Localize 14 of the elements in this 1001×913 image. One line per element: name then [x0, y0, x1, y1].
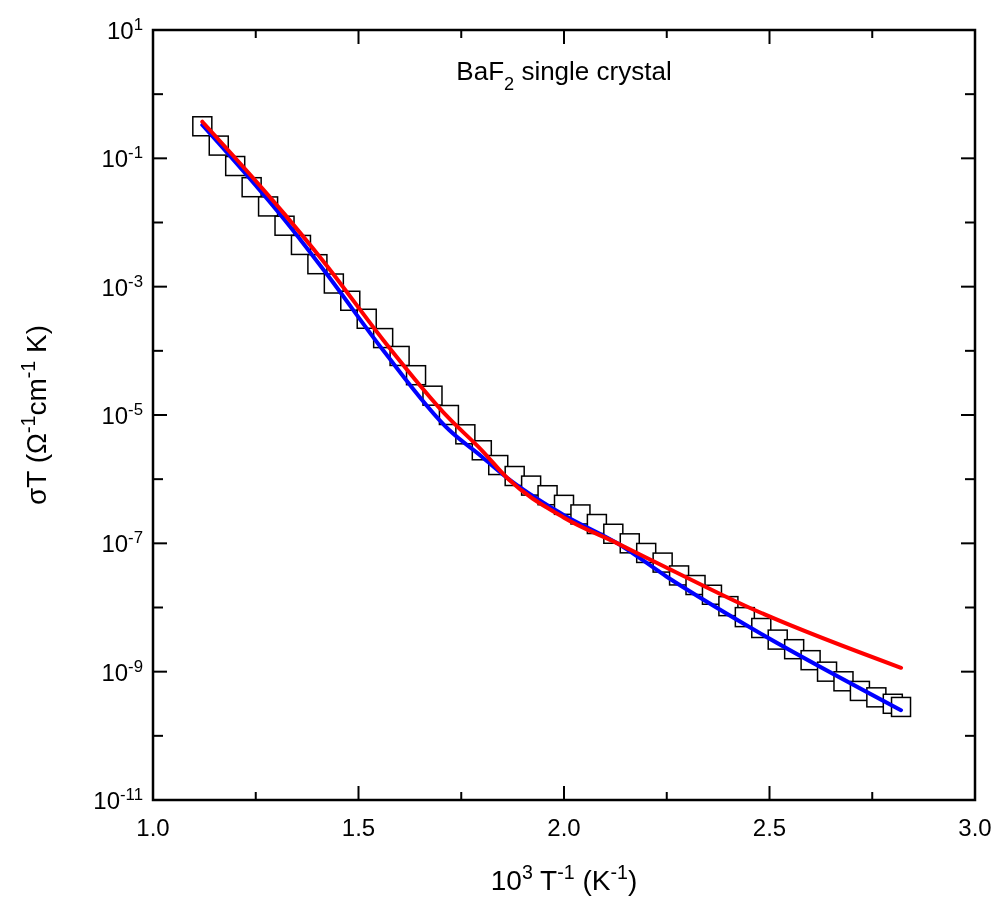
y-tick-label: 10$^{1}$ — [106, 14, 143, 44]
y-tick-label: 10$^{-5}$ — [101, 399, 143, 429]
y-tick-label: 10$^{-3}$ — [101, 271, 143, 301]
text: BaF$_{2}$ single crystal — [456, 56, 672, 94]
x-tick-label: 1.0 — [136, 814, 170, 841]
y-tick-label: 10$^{-11}$ — [93, 784, 143, 814]
y-tick-label: 10$^{-1}$ — [101, 142, 143, 173]
x-tick-label: 2.5 — [752, 814, 787, 841]
y-tick-label: 10$^{-9}$ — [101, 656, 143, 686]
x-tick-label: 1.5 — [341, 814, 376, 841]
x-axis-title: 10$^{3}$ T$^{-1}$ (K$^{-1}$) — [490, 861, 638, 896]
y-tick-label: 10$^{-7}$ — [101, 527, 143, 558]
x-tick-label: 2.0 — [547, 814, 581, 841]
x-tick-label: 3.0 — [958, 814, 992, 841]
